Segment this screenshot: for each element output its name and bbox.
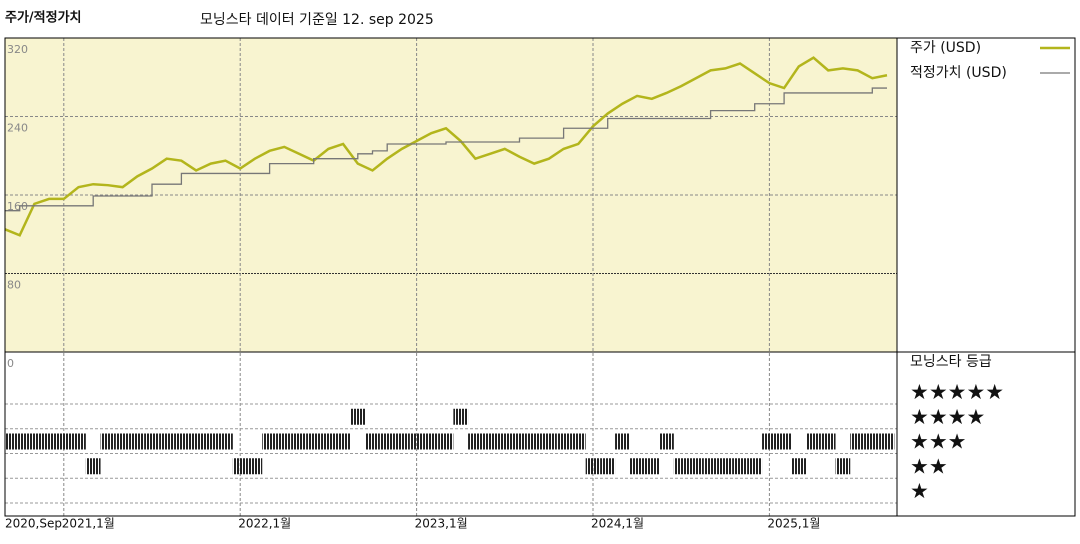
rating-bar bbox=[850, 433, 865, 450]
y-tick-label: 320 bbox=[7, 43, 28, 56]
rating-bar bbox=[615, 433, 630, 450]
rating-bar bbox=[27, 433, 42, 450]
rating-bar bbox=[379, 433, 395, 450]
rating-bar bbox=[629, 458, 645, 475]
chart-title: 주가/적정가치 bbox=[5, 10, 82, 26]
rating-bar bbox=[482, 433, 498, 450]
rating-bar bbox=[864, 433, 880, 450]
rating-bar bbox=[144, 433, 160, 450]
rating-bar bbox=[600, 458, 616, 475]
rating-bar bbox=[762, 433, 777, 450]
y-tick-label: 0 bbox=[7, 357, 14, 370]
rating-bar bbox=[497, 433, 513, 450]
rating-bar bbox=[115, 433, 130, 450]
rating-bar bbox=[306, 433, 322, 450]
rating-bar bbox=[100, 433, 116, 450]
rating-bar bbox=[703, 458, 718, 475]
rating-bar bbox=[468, 433, 483, 450]
y-tick-label: 240 bbox=[7, 122, 28, 135]
rating-bar bbox=[232, 458, 248, 475]
rating-bar bbox=[453, 408, 469, 425]
rating-bar bbox=[350, 408, 366, 425]
rating-bar bbox=[659, 433, 674, 450]
rating-bar bbox=[526, 433, 542, 450]
rating-bar bbox=[203, 433, 219, 450]
rating-bar bbox=[394, 433, 410, 450]
rating-bar bbox=[159, 433, 175, 450]
rating-bar bbox=[570, 433, 586, 450]
rating-label: ★★★ bbox=[910, 430, 966, 454]
rating-bar bbox=[835, 458, 851, 475]
x-tick-label: 2025,1월 bbox=[767, 517, 820, 531]
legend-label: 적정가치 (USD) bbox=[910, 65, 1007, 81]
rating-bar bbox=[585, 458, 601, 475]
series-line bbox=[4, 56, 888, 237]
rating-bar bbox=[806, 433, 821, 450]
rating-bar bbox=[717, 458, 733, 475]
rating-bar bbox=[644, 458, 660, 475]
rating-bar bbox=[820, 433, 836, 450]
x-tick-label: 2023,1월 bbox=[415, 517, 468, 531]
rating-bar bbox=[335, 433, 351, 450]
rating-bar bbox=[409, 433, 424, 450]
rating-bar bbox=[776, 433, 792, 450]
rating-bar bbox=[541, 433, 557, 450]
rating-label: ★★★★★ bbox=[910, 380, 1004, 404]
rating-bar bbox=[879, 433, 895, 450]
rating-label: ★★★★ bbox=[910, 405, 985, 429]
rating-bar bbox=[276, 433, 292, 450]
rating-bar bbox=[791, 458, 807, 475]
rating-bar bbox=[688, 458, 704, 475]
rating-bar bbox=[247, 458, 263, 475]
x-tick-label: 2021,1월 bbox=[62, 517, 115, 531]
series-line bbox=[5, 87, 887, 212]
rating-bar bbox=[732, 458, 748, 475]
rating-bar bbox=[262, 433, 277, 450]
rating-bar bbox=[129, 433, 145, 450]
x-tick-label: 2022,1월 bbox=[238, 517, 291, 531]
rating-bar bbox=[556, 433, 571, 450]
x-tick-label: 2020,Sep bbox=[5, 517, 62, 531]
rating-bar bbox=[174, 433, 189, 450]
legend-label: 주가 (USD) bbox=[910, 40, 981, 56]
rating-bar bbox=[12, 433, 28, 450]
x-tick-label: 2024,1월 bbox=[591, 517, 644, 531]
rating-bar bbox=[512, 433, 527, 450]
y-tick-label: 160 bbox=[7, 200, 28, 213]
rating-bar bbox=[438, 433, 454, 450]
rating-bar bbox=[188, 433, 204, 450]
rating-bar bbox=[423, 433, 439, 450]
rating-bar bbox=[85, 458, 101, 475]
y-tick-label: 80 bbox=[7, 279, 21, 292]
plot-frame bbox=[4, 37, 1076, 517]
rating-bar bbox=[673, 458, 689, 475]
rating-bar bbox=[41, 433, 57, 450]
rating-bar bbox=[365, 433, 380, 450]
rating-label: ★★ bbox=[910, 454, 948, 478]
rating-bar bbox=[56, 433, 72, 450]
rating-bar bbox=[218, 433, 233, 450]
rating-bar bbox=[71, 433, 86, 450]
rating-bar bbox=[321, 433, 336, 450]
chart-subtitle: 모닝스타 데이터 기준일 12. sep 2025 bbox=[200, 12, 434, 28]
ratings-title: 모닝스타 등급 bbox=[910, 354, 992, 370]
rating-bar bbox=[747, 458, 763, 475]
rating-label: ★ bbox=[910, 479, 929, 503]
rating-bar bbox=[291, 433, 307, 450]
